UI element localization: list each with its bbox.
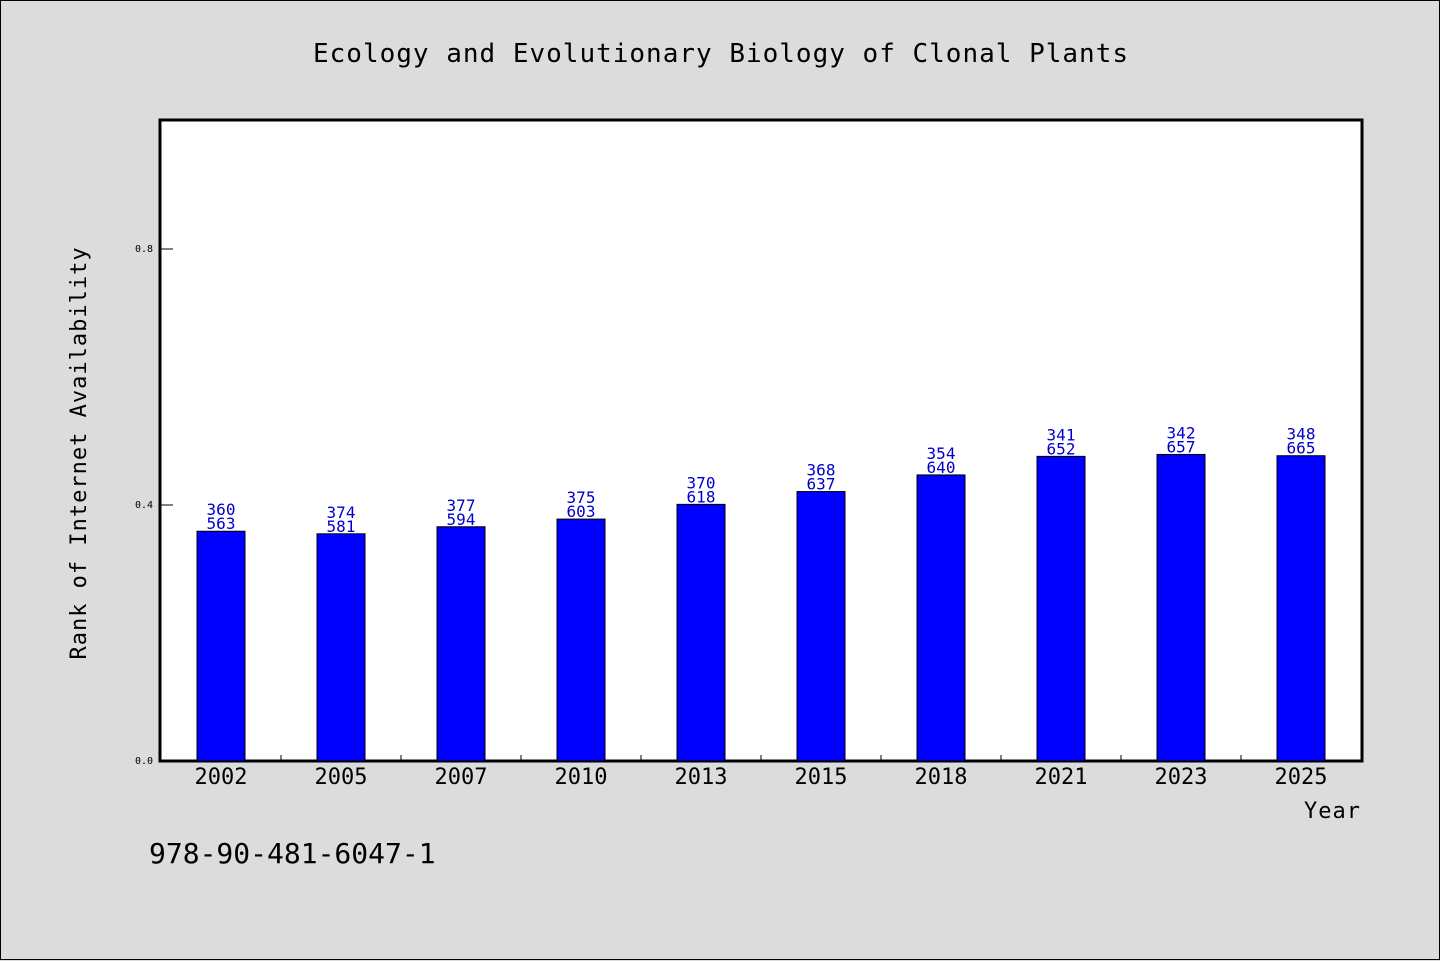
x-tick-label: 2021 — [1035, 765, 1088, 790]
y-axis-label: Rank of Internet Availability — [67, 246, 92, 659]
bar — [1276, 455, 1326, 762]
x-tick-label: 2002 — [195, 765, 248, 790]
bar — [556, 518, 606, 762]
x-tick-label: 2023 — [1155, 765, 1208, 790]
footer-isbn: 978-90-481-6047-1 — [149, 837, 436, 870]
data-label: 368 637 — [807, 461, 836, 494]
data-label: 377 594 — [447, 496, 476, 529]
data-label: 348 665 — [1287, 425, 1316, 458]
bars-group — [196, 453, 1326, 762]
chart-title: Ecology and Evolutionary Biology of Clon… — [313, 39, 1129, 69]
data-label: 360 563 — [207, 500, 236, 533]
y-tick-label: 0.0 — [135, 756, 153, 767]
x-tick-label: 2010 — [555, 765, 608, 790]
x-tick-label: 2005 — [315, 765, 368, 790]
x-tick-label: 2025 — [1275, 765, 1328, 790]
data-label: 342 657 — [1167, 423, 1196, 456]
data-label: 341 652 — [1047, 425, 1076, 458]
bar — [316, 533, 366, 762]
bar — [676, 503, 726, 762]
x-axis-ticks: 2002 2005 2007 2010 2013 2015 2018 2021 2023 2025 — [195, 755, 1328, 790]
bar — [796, 491, 846, 762]
x-tick-label: 2007 — [435, 765, 488, 790]
bar — [1036, 455, 1086, 762]
data-labels-group: 360 563 374 581 377 594 375 603 370 618 368 637 354 6… — [207, 423, 1316, 535]
y-axis-ticks: 0.0 0.4 0.8 — [135, 244, 173, 767]
y-tick-label: 0.4 — [135, 500, 153, 511]
data-label: 375 603 — [567, 488, 596, 521]
bar — [196, 530, 246, 762]
data-label: 354 640 — [927, 444, 956, 477]
bar — [916, 474, 966, 762]
y-tick-label: 0.8 — [135, 244, 153, 255]
x-tick-label: 2015 — [795, 765, 848, 790]
bar — [436, 526, 486, 762]
bar — [1156, 453, 1206, 762]
x-tick-label: 2018 — [915, 765, 968, 790]
data-label: 374 581 — [327, 503, 356, 536]
x-tick-label: 2013 — [675, 765, 728, 790]
data-label: 370 618 — [687, 473, 716, 506]
x-axis-label: Year — [1304, 799, 1361, 824]
